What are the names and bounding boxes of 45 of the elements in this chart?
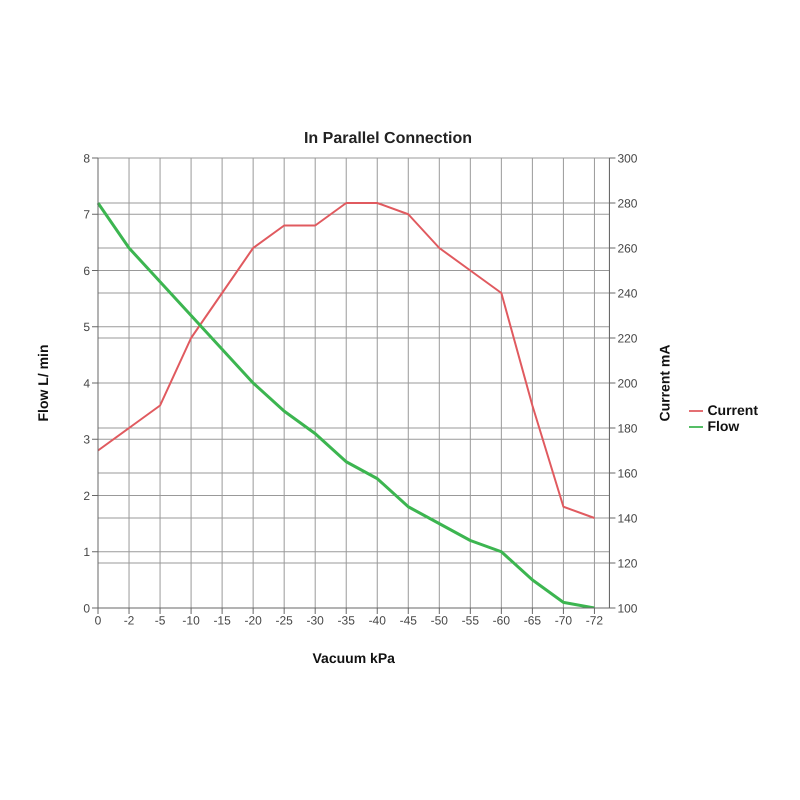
y-tick-label: 3 (83, 432, 90, 447)
y-tick-label: 8 (83, 151, 90, 166)
legend-label: Current (707, 402, 758, 418)
y2-tick-label: 280 (617, 196, 638, 210)
chart-title: In Parallel Connection (302, 130, 474, 148)
x-tick-label: -60 (492, 614, 510, 628)
y2-tick-label: 260 (617, 241, 638, 256)
legend-label: Flow (707, 418, 740, 434)
x-tick-label: -5 (154, 614, 166, 628)
x-axis-title: Vacuum kPa (312, 650, 396, 666)
x-tick-label: -65 (524, 614, 542, 628)
x-tick-label: -40 (368, 614, 386, 628)
x-tick-label: -45 (400, 614, 418, 628)
y2-axis-title: Current mA (656, 344, 672, 422)
x-tick-label: -50 (430, 614, 448, 628)
y-tick-label: 5 (83, 320, 90, 334)
x-tick-label: -55 (462, 614, 480, 628)
x-tick-label: 0 (94, 614, 102, 628)
y2-tick-label: 180 (617, 421, 638, 436)
y-tick-label: 7 (83, 208, 90, 222)
y-tick-label: 0 (83, 601, 90, 616)
x-tick-label: -2 (124, 614, 135, 628)
y-tick-label: 6 (83, 264, 90, 278)
x-tick-label: -25 (275, 614, 294, 628)
x-tick-label: -15 (213, 614, 232, 628)
y2-tick-label: 100 (617, 601, 638, 616)
y-tick-label: 4 (83, 376, 90, 390)
x-tick-label: -20 (244, 614, 262, 628)
x-tick-label: -35 (338, 614, 356, 628)
x-tick-label: -10 (182, 614, 200, 628)
y2-tick-label: 240 (617, 286, 638, 300)
y2-tick-label: 120 (617, 556, 638, 570)
y2-tick-label: 140 (617, 511, 638, 526)
y2-tick-label: 300 (617, 151, 638, 166)
x-tick-label: -30 (306, 614, 324, 628)
x-tick-label: -70 (554, 614, 572, 628)
line-series (97, 202, 596, 519)
x-tick-label: -72 (586, 614, 604, 628)
y2-tick-label: 160 (617, 466, 638, 480)
y2-tick-label: 220 (617, 331, 638, 346)
line-series (96, 202, 596, 608)
y2-tick-label: 200 (617, 376, 638, 390)
y-axis-title: Flow L/ min (34, 344, 51, 422)
y-tick-label: 2 (83, 488, 90, 503)
y-tick-label: 1 (83, 545, 90, 560)
